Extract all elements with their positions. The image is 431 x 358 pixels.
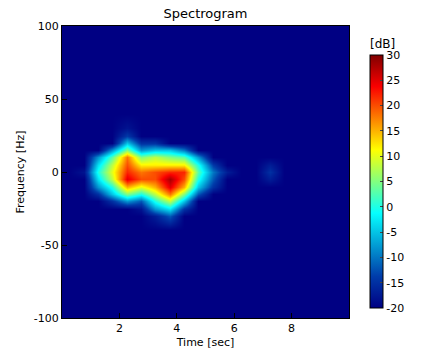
svg-text:Frequency [Hz]: Frequency [Hz] <box>14 131 27 214</box>
svg-text:15: 15 <box>386 125 400 138</box>
svg-text:-10: -10 <box>386 251 404 264</box>
svg-text:25: 25 <box>386 74 400 87</box>
svg-text:50: 50 <box>45 93 59 106</box>
svg-text:-50: -50 <box>41 239 59 252</box>
svg-text:0: 0 <box>52 166 59 179</box>
svg-text:-5: -5 <box>386 226 397 239</box>
svg-text:2: 2 <box>116 322 123 335</box>
svg-text:100: 100 <box>38 20 59 33</box>
svg-text:8: 8 <box>288 322 295 335</box>
svg-text:20: 20 <box>386 99 400 112</box>
svg-text:4: 4 <box>173 322 180 335</box>
svg-text:30: 30 <box>386 49 400 62</box>
svg-text:[dB]: [dB] <box>370 37 395 51</box>
svg-text:Spectrogram: Spectrogram <box>164 6 248 21</box>
svg-text:-20: -20 <box>386 302 404 315</box>
svg-text:10: 10 <box>386 150 400 163</box>
svg-text:5: 5 <box>386 175 393 188</box>
svg-text:-100: -100 <box>34 312 59 325</box>
svg-text:6: 6 <box>231 322 238 335</box>
svg-text:0: 0 <box>386 201 393 214</box>
svg-text:-15: -15 <box>386 277 404 290</box>
svg-text:Time [sec]: Time [sec] <box>176 336 235 349</box>
